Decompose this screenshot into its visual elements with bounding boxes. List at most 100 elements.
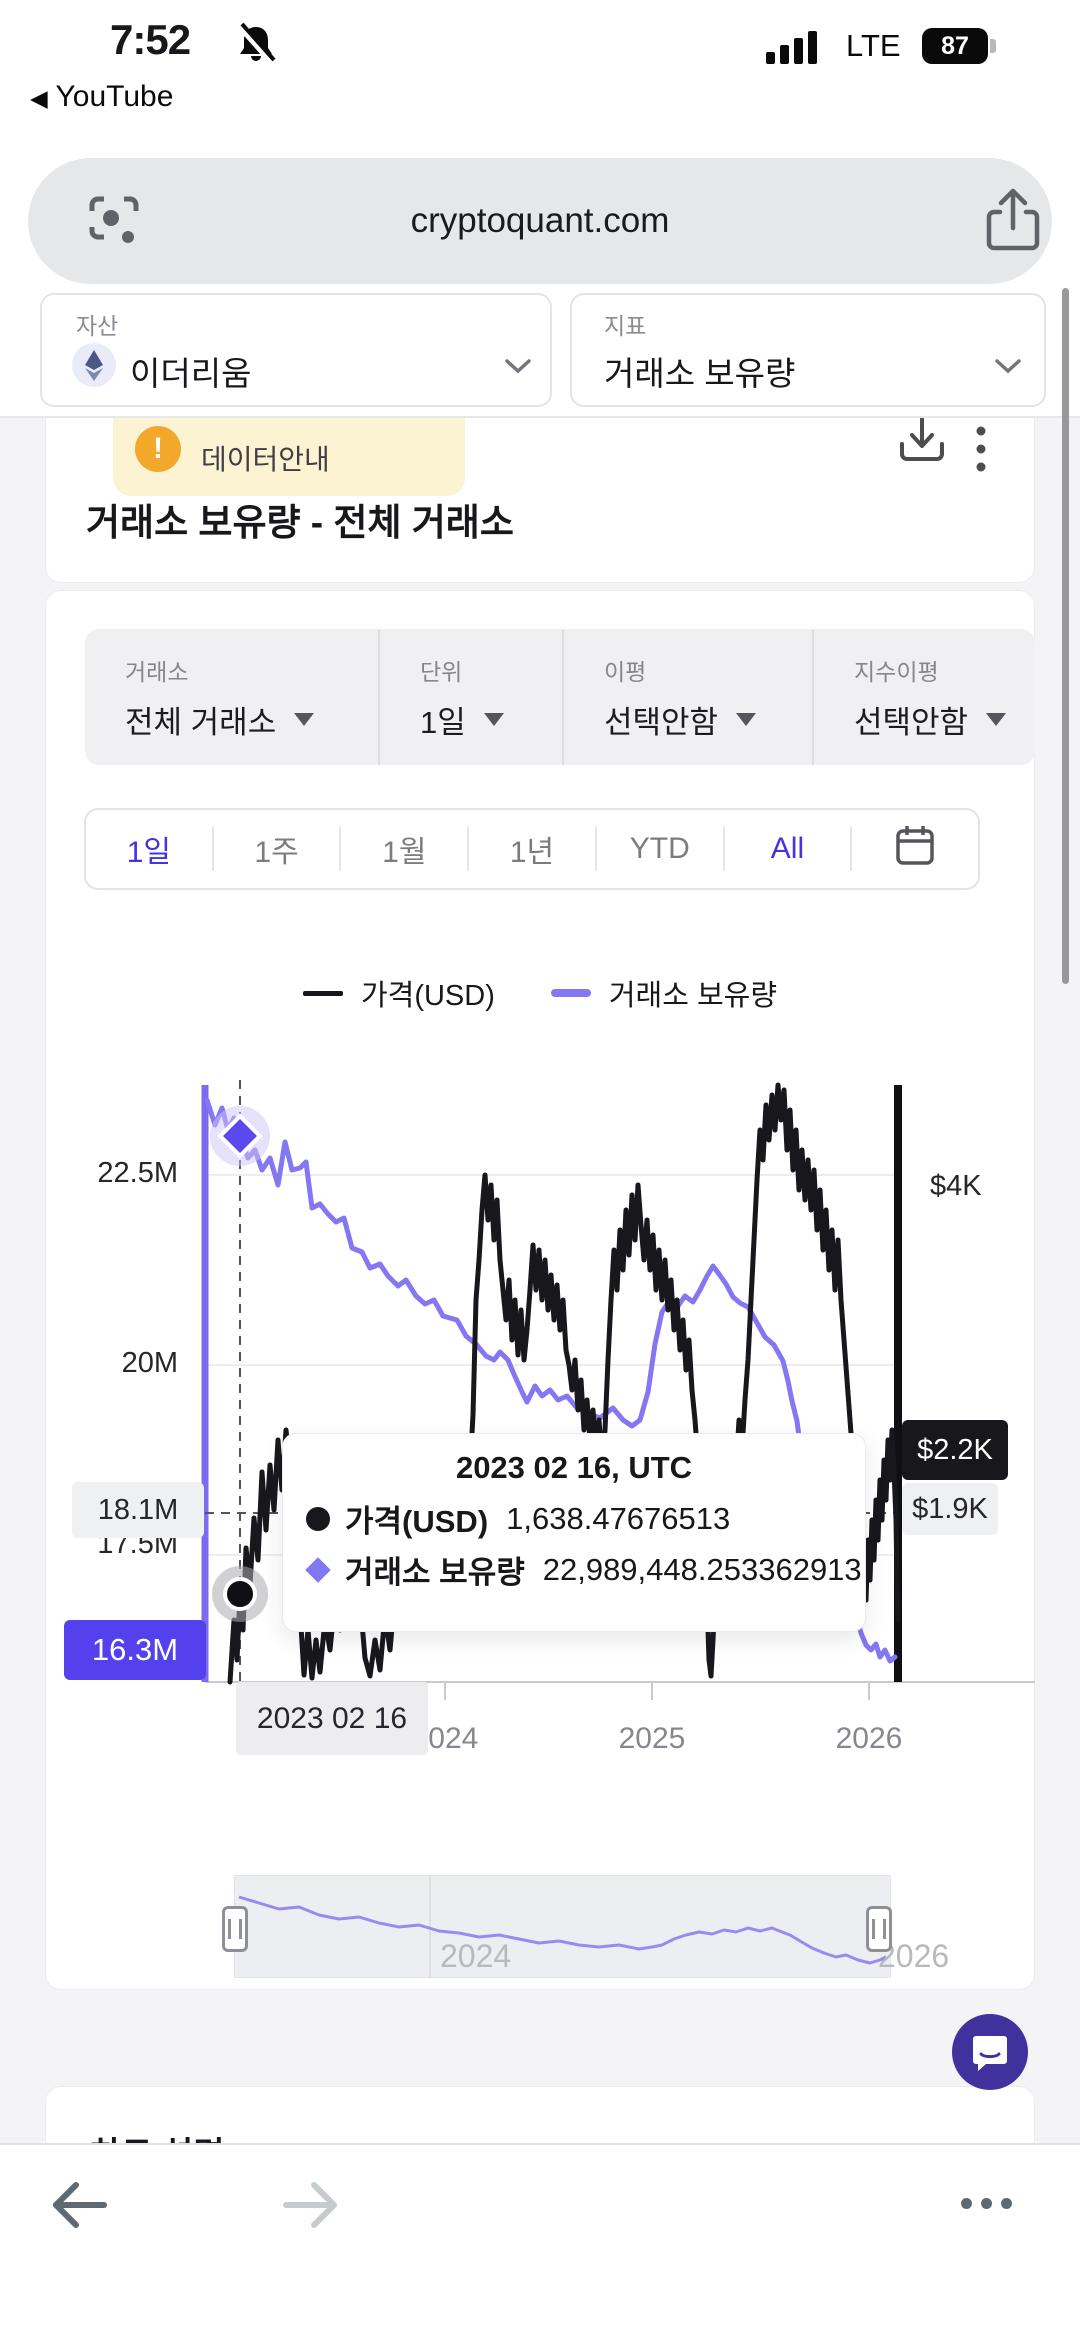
data-notice-label: 데이터안내 bbox=[201, 444, 330, 475]
notifications-muted-icon bbox=[234, 22, 278, 71]
caret-down-icon bbox=[986, 713, 1007, 726]
handle-grip-icon bbox=[872, 1919, 886, 1939]
left-crosshair-badge: 18.1M bbox=[72, 1482, 204, 1538]
browser-toolbar: 4 bbox=[0, 2143, 1080, 2341]
filter-ema[interactable]: 지수이평 선택안함 bbox=[812, 629, 1035, 765]
tooltip-reserve-row: 거래소 보유량 22,989,448.253362913 bbox=[305, 1547, 862, 1592]
minimap-right-handle[interactable] bbox=[866, 1906, 892, 1952]
caret-down-icon bbox=[483, 713, 504, 726]
asset-selector-label: 자산 bbox=[76, 313, 119, 339]
left-axis-tick: 20M bbox=[121, 1347, 178, 1379]
tab-divider bbox=[211, 827, 214, 871]
minimap-panel[interactable] bbox=[234, 1875, 891, 1978]
minimap-label: 2024 bbox=[440, 1938, 512, 1974]
tab-1y[interactable]: 1년 bbox=[509, 836, 555, 869]
tab-all[interactable]: All bbox=[770, 832, 805, 865]
tab-divider bbox=[594, 827, 597, 871]
filter-unit[interactable]: 단위 1일 bbox=[378, 629, 562, 765]
metric-selector-value: 거래소 보유량 bbox=[604, 355, 796, 392]
filter-value: 전체 거래소 bbox=[125, 705, 277, 740]
forward-button[interactable] bbox=[280, 2177, 342, 2238]
tab-1d[interactable]: 1일 bbox=[126, 836, 171, 869]
right-axis-tick: $4K bbox=[930, 1170, 982, 1202]
reserve-line-swatch bbox=[550, 989, 591, 997]
range-tab-bar: 1일 1주 1월 1년 YTD All bbox=[84, 808, 980, 890]
chevron-down-icon bbox=[994, 357, 1022, 380]
tab-ytd[interactable]: YTD bbox=[629, 832, 690, 865]
chat-fab-button[interactable] bbox=[952, 2014, 1028, 2090]
reserve-last-value-badge: 16.3M bbox=[64, 1620, 206, 1680]
tooltip-date: 2023 02 16, UTC bbox=[455, 1450, 693, 1485]
calendar-icon bbox=[896, 826, 934, 865]
right-crosshair-badge: $1.9K bbox=[902, 1483, 998, 1535]
back-to-app-link[interactable]: ◀ YouTube bbox=[30, 80, 174, 113]
price-crosshair-marker bbox=[223, 1577, 257, 1611]
minimap-year-divider bbox=[429, 1875, 431, 1978]
status-time: 7:52 bbox=[110, 16, 191, 63]
tab-divider bbox=[850, 827, 853, 871]
x-axis-tick: 2026 bbox=[835, 1722, 903, 1755]
metric-selector[interactable]: 지표 거래소 보유량 bbox=[570, 293, 1046, 407]
chart-tooltip: 2023 02 16, UTC 가격(USD) 1,638.47676513 거래… bbox=[282, 1433, 866, 1632]
share-icon[interactable] bbox=[982, 186, 1044, 261]
chart-legend: 가격(USD) 거래소 보유량 bbox=[0, 972, 1080, 1014]
page-scrollbar[interactable] bbox=[1062, 288, 1069, 984]
filter-label: 이평 bbox=[604, 659, 647, 685]
battery-indicator: 87 bbox=[922, 28, 988, 64]
network-type-label: LTE bbox=[846, 28, 901, 63]
back-button[interactable] bbox=[48, 2177, 110, 2238]
asset-selector[interactable]: 자산 이더리움 bbox=[40, 293, 552, 407]
minimap-reserve-line bbox=[238, 1895, 887, 1965]
caret-down-icon bbox=[736, 713, 757, 726]
caret-down-icon bbox=[294, 713, 315, 726]
chevron-down-icon bbox=[504, 357, 532, 380]
reserve-diamond-icon bbox=[305, 1556, 331, 1583]
filter-value: 선택안함 bbox=[604, 705, 719, 740]
warning-icon: ! bbox=[135, 426, 181, 472]
cellular-signal-icon bbox=[766, 28, 828, 71]
x-axis-tick: 2025 bbox=[618, 1722, 686, 1755]
legend-item-price[interactable]: 가격(USD) bbox=[302, 972, 495, 1014]
battery-tip bbox=[990, 39, 996, 53]
filter-value: 선택안함 bbox=[854, 705, 969, 740]
filter-label: 지수이평 bbox=[854, 659, 939, 685]
tab-divider bbox=[722, 827, 725, 871]
price-line-swatch bbox=[302, 990, 343, 996]
price-dot-icon bbox=[306, 1506, 330, 1531]
tab-1w[interactable]: 1주 bbox=[254, 836, 299, 869]
filter-label: 단위 bbox=[420, 659, 463, 685]
tab-calendar[interactable] bbox=[852, 823, 978, 875]
tab-divider bbox=[339, 827, 342, 871]
asset-selector-value: 이더리움 bbox=[130, 355, 252, 392]
download-icon[interactable] bbox=[896, 418, 948, 477]
ethereum-icon bbox=[72, 343, 116, 387]
filter-label: 거래소 bbox=[125, 659, 189, 685]
chart-filter-bar: 거래소 전체 거래소 단위 1일 이평 선택안함 지수이평 선택안함 bbox=[85, 629, 1035, 765]
tab-1m[interactable]: 1월 bbox=[382, 836, 427, 869]
page-title: 거래소 보유량 - 전체 거래소 bbox=[86, 502, 514, 543]
reserve-crosshair-marker bbox=[217, 1113, 263, 1159]
filter-ma[interactable]: 이평 선택안함 bbox=[562, 629, 812, 765]
handle-grip-icon bbox=[228, 1919, 242, 1939]
filter-exchange[interactable]: 거래소 전체 거래소 bbox=[85, 629, 378, 765]
chat-bubble-icon bbox=[973, 2036, 1007, 2071]
url-bar[interactable]: cryptoquant.com bbox=[28, 158, 1052, 284]
title-card: ! 데이터안내 거래소 보유량 - 전체 거래소 bbox=[45, 418, 1035, 583]
header-divider bbox=[0, 416, 1080, 418]
more-menu-button[interactable] bbox=[952, 2196, 1012, 2214]
tooltip-price-row: 가격(USD) 1,638.47676513 bbox=[305, 1496, 843, 1541]
tab-divider bbox=[467, 827, 470, 871]
minimap-sparkline bbox=[238, 1895, 887, 1965]
metric-selector-label: 지표 bbox=[604, 313, 647, 339]
url-text[interactable]: cryptoquant.com bbox=[410, 201, 670, 240]
minimap-left-handle[interactable] bbox=[222, 1906, 248, 1952]
legend-item-reserve[interactable]: 거래소 보유량 bbox=[550, 972, 777, 1014]
price-line-series bbox=[227, 1082, 901, 1685]
left-axis-tick: 22.5M bbox=[97, 1157, 178, 1189]
data-notice-banner[interactable]: ! 데이터안내 bbox=[113, 418, 465, 496]
price-last-value-badge: $2.2K bbox=[902, 1420, 1008, 1480]
lens-camera-icon[interactable] bbox=[84, 191, 144, 256]
kebab-menu-icon[interactable] bbox=[974, 424, 988, 481]
back-triangle-icon: ◀ bbox=[30, 85, 48, 111]
